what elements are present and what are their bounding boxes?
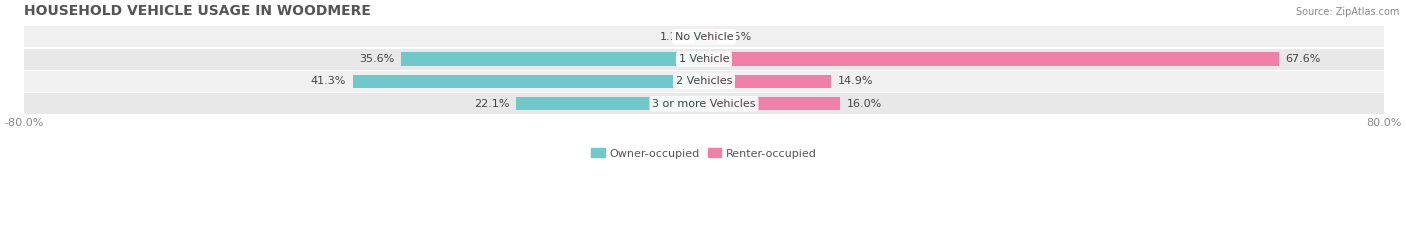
Text: 3 or more Vehicles: 3 or more Vehicles <box>652 99 756 109</box>
Bar <box>704 30 717 44</box>
Legend: Owner-occupied, Renter-occupied: Owner-occupied, Renter-occupied <box>586 144 821 163</box>
Bar <box>24 48 1384 70</box>
Text: 1 Vehicle: 1 Vehicle <box>679 54 730 64</box>
Bar <box>24 26 1384 48</box>
Bar <box>695 30 704 44</box>
Bar <box>704 75 831 88</box>
Bar <box>401 52 704 66</box>
Text: HOUSEHOLD VEHICLE USAGE IN WOODMERE: HOUSEHOLD VEHICLE USAGE IN WOODMERE <box>24 4 371 18</box>
Bar <box>704 97 839 110</box>
Text: 1.1%: 1.1% <box>659 32 688 42</box>
Text: 22.1%: 22.1% <box>474 99 509 109</box>
Text: 14.9%: 14.9% <box>838 76 873 86</box>
Text: 16.0%: 16.0% <box>846 99 882 109</box>
Text: No Vehicle: No Vehicle <box>675 32 734 42</box>
Bar <box>24 93 1384 114</box>
Text: 35.6%: 35.6% <box>360 54 395 64</box>
Text: Source: ZipAtlas.com: Source: ZipAtlas.com <box>1295 7 1399 17</box>
Bar <box>353 75 704 88</box>
Text: 41.3%: 41.3% <box>311 76 346 86</box>
Bar <box>704 52 1278 66</box>
Bar <box>516 97 704 110</box>
Bar <box>24 71 1384 92</box>
Text: 1.5%: 1.5% <box>724 32 752 42</box>
Text: 2 Vehicles: 2 Vehicles <box>676 76 733 86</box>
Text: 67.6%: 67.6% <box>1285 54 1320 64</box>
